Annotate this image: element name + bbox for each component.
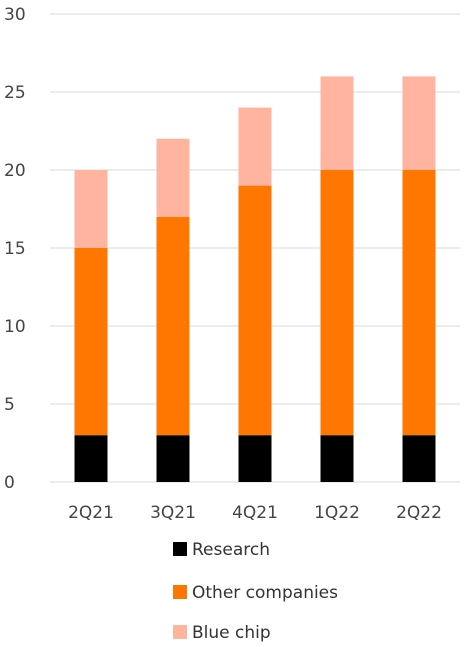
- bar-segment-research: [156, 435, 190, 482]
- bar-segment-blue-chip: [402, 76, 436, 170]
- y-tick-label: 25: [4, 83, 26, 103]
- bar-segment-blue-chip: [320, 76, 354, 170]
- y-tick-label: 5: [4, 395, 15, 415]
- legend: Research Other companies Blue chip: [173, 540, 338, 643]
- y-axis-ticks: 0 5 10 15 20 25 30: [4, 5, 26, 493]
- bar-segment-other-companies: [156, 216, 190, 436]
- bar-segment-research: [402, 435, 436, 482]
- x-axis-ticks: 2Q21 3Q21 4Q21 1Q22 2Q22: [68, 503, 442, 523]
- legend-swatch: [173, 625, 187, 639]
- bar-segment-research: [238, 435, 272, 482]
- x-tick-label: 4Q21: [232, 503, 278, 523]
- bar-segment-blue-chip: [74, 170, 108, 248]
- bar-segment-research: [320, 435, 354, 482]
- x-tick-label: 2Q21: [68, 503, 114, 523]
- y-tick-label: 15: [4, 239, 26, 259]
- bar-segment-other-companies: [320, 170, 354, 436]
- legend-label: Blue chip: [192, 623, 271, 643]
- x-tick-label: 3Q21: [150, 503, 196, 523]
- bar-segment-blue-chip: [156, 138, 190, 217]
- legend-swatch: [173, 542, 187, 556]
- x-tick-label: 1Q22: [314, 503, 360, 523]
- y-tick-label: 0: [4, 473, 15, 493]
- bar-segment-other-companies: [74, 248, 108, 436]
- x-tick-label: 2Q22: [396, 503, 442, 523]
- bar-segment-blue-chip: [238, 107, 272, 186]
- legend-swatch: [173, 585, 187, 599]
- legend-label: Research: [192, 540, 270, 560]
- bars: [74, 76, 436, 482]
- y-tick-label: 10: [4, 317, 26, 337]
- bar-segment-research: [74, 435, 108, 482]
- y-tick-label: 20: [4, 161, 26, 181]
- bar-segment-other-companies: [238, 185, 272, 436]
- legend-label: Other companies: [192, 583, 338, 603]
- bar-segment-other-companies: [402, 170, 436, 436]
- y-tick-label: 30: [4, 5, 26, 25]
